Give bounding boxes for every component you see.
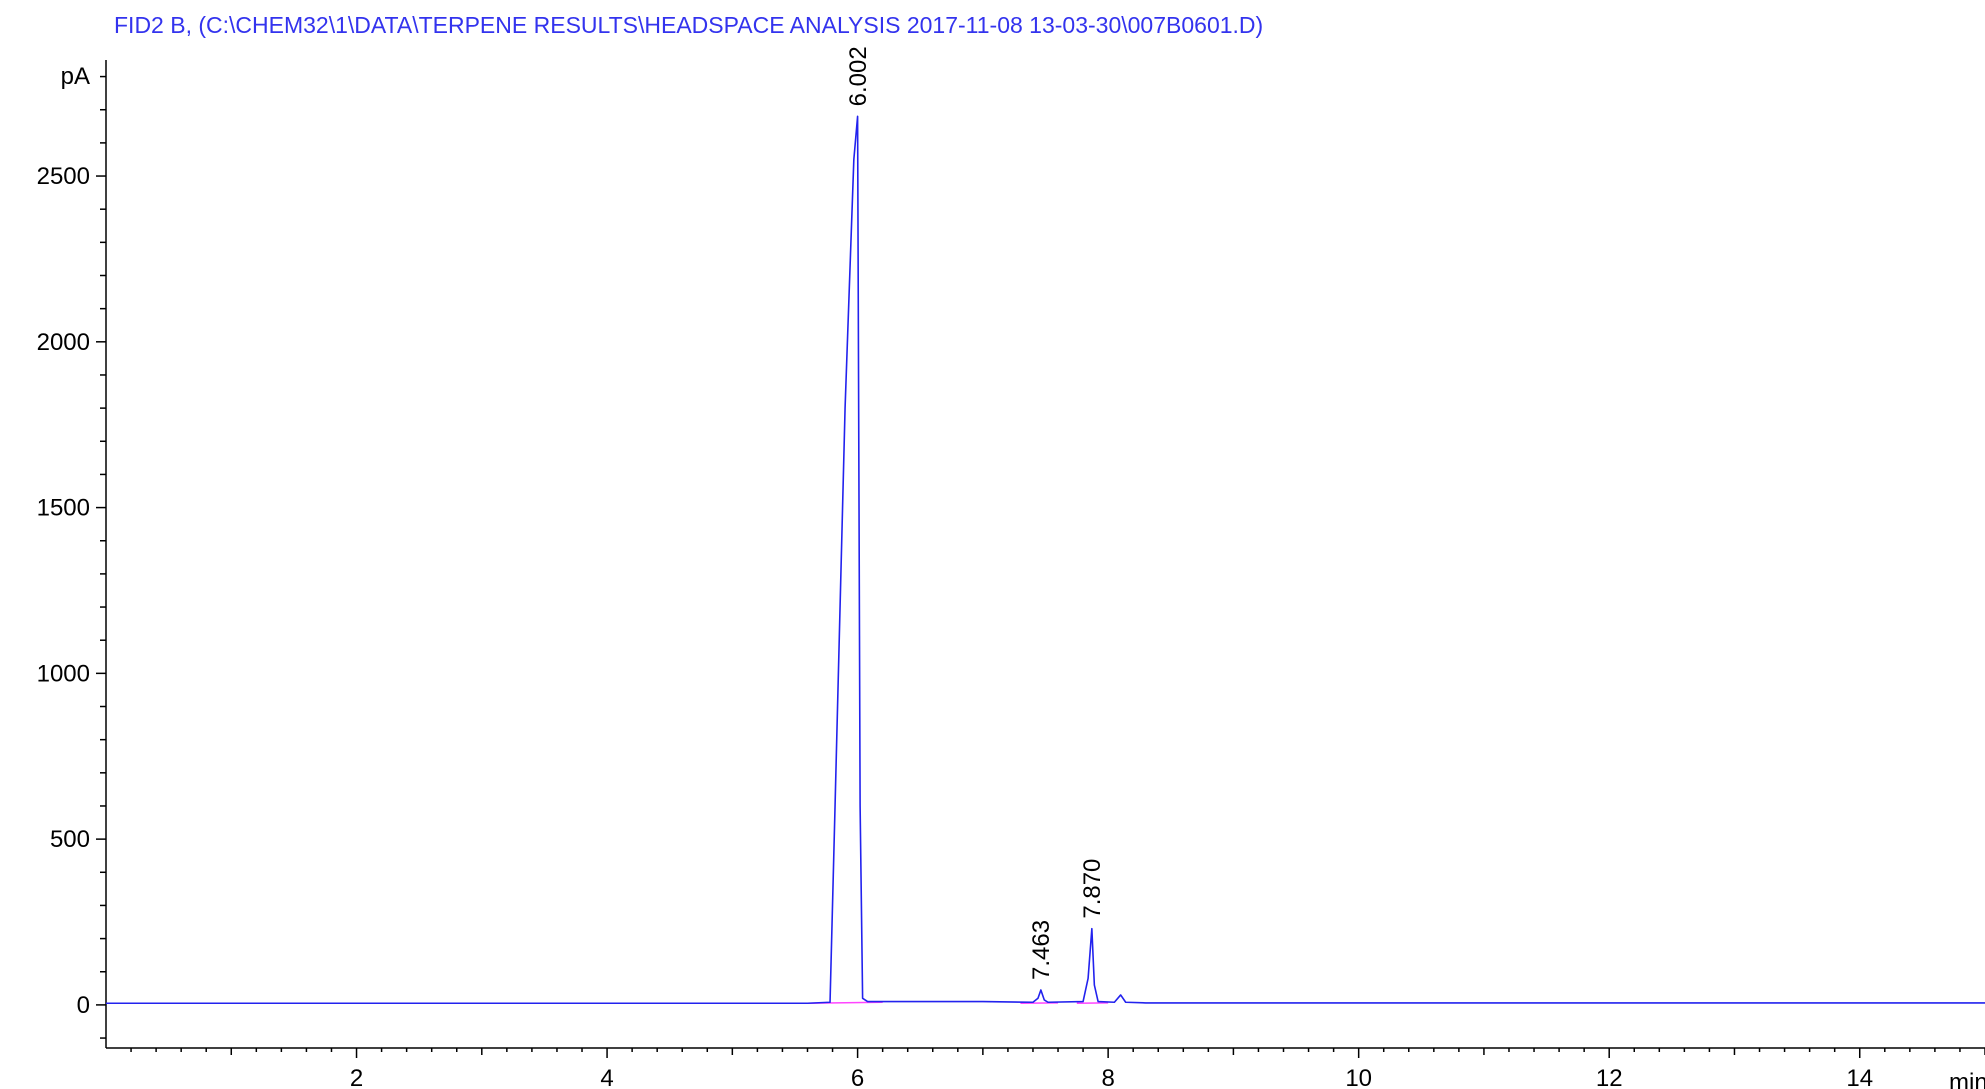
x-tick-label: 4 <box>600 1065 613 1089</box>
x-tick-label: 12 <box>1596 1065 1623 1089</box>
y-axis: 0 500 1000 1500 2000 2500 pA <box>37 60 107 1048</box>
y-tick-label: 1000 <box>37 660 90 687</box>
y-tick-label: 1500 <box>37 495 90 522</box>
y-tick-label: 2000 <box>37 329 90 356</box>
signal-trace <box>106 115 1985 1005</box>
x-tick-label: 8 <box>1101 1065 1114 1089</box>
peak-labels: 6.002 7.463 7.870 <box>845 46 1106 980</box>
signal-traces <box>106 115 1985 1005</box>
y-tick-label: 2500 <box>37 163 90 190</box>
peak-retention-time-label: 7.870 <box>1079 859 1106 919</box>
x-tick-label: 10 <box>1345 1065 1372 1089</box>
x-tick-label: 6 <box>851 1065 864 1089</box>
x-axis-unit-label: min <box>1949 1069 1985 1089</box>
x-axis-ticks: 2 4 6 8 10 12 14 <box>130 1048 1985 1089</box>
chart-title: FID2 B, (C:\CHEM32\1\DATA\TERPENE RESULT… <box>114 12 1264 38</box>
y-tick-label: 0 <box>77 992 90 1019</box>
y-tick-label: 500 <box>50 826 90 853</box>
x-tick-label: 14 <box>1846 1065 1873 1089</box>
x-axis: 2 4 6 8 10 12 14 min <box>106 1047 1985 1089</box>
peak-retention-time-label: 7.463 <box>1028 920 1055 980</box>
y-axis-ticks: 0 500 1000 1500 2000 2500 <box>37 75 106 1039</box>
peak-retention-time-label: 6.002 <box>845 46 872 106</box>
y-axis-unit-label: pA <box>61 63 90 90</box>
x-tick-label: 2 <box>350 1065 363 1089</box>
